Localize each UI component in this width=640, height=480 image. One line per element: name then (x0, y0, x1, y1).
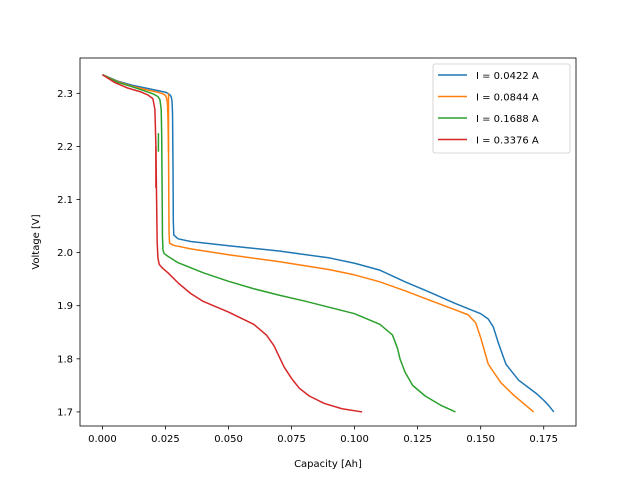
y-tick-label: 2.1 (57, 195, 73, 206)
y-axis-label: Voltage [V] (31, 214, 42, 269)
x-tick-label: 0.100 (340, 434, 369, 445)
series-line-2 (102, 74, 535, 413)
x-tick-label: 0.125 (403, 434, 432, 445)
x-tick-label: 0.150 (466, 434, 495, 445)
series-line-3 (102, 74, 456, 413)
y-tick-label: 2.0 (57, 248, 73, 259)
legend-box (432, 63, 571, 154)
y-tick-label: 2.3 (57, 89, 73, 100)
legend-label-2: I = 0.0844 A (476, 93, 539, 104)
x-axis-ticks: 0.000 0.025 0.050 0.075 0.100 0.125 0.150 0.175 (88, 426, 558, 445)
x-tick-label: 0.025 (151, 434, 180, 445)
legend: I = 0.0422 A I = 0.0844 A I = 0.1688 A I = … (432, 63, 571, 154)
y-tick-label: 1.7 (57, 407, 73, 418)
y-axis-ticks: 1.7 1.8 1.9 2.0 2.1 2.2 2.3 (57, 89, 80, 418)
legend-label-4: I = 0.3376 A (476, 136, 539, 147)
x-tick-label: 0.175 (529, 434, 558, 445)
x-axis-label: Capacity [Ah] (294, 459, 362, 470)
series-layer (102, 74, 555, 413)
series-line-1 (102, 74, 555, 413)
series-line-4 (102, 74, 363, 413)
y-tick-label: 1.9 (57, 301, 73, 312)
plot-frame (79, 57, 577, 427)
x-tick-label: 0.075 (277, 434, 306, 445)
x-tick-label: 0.050 (214, 434, 243, 445)
x-tick-label: 0.000 (88, 434, 117, 445)
y-tick-label: 2.2 (57, 142, 73, 153)
y-tick-label: 1.8 (57, 354, 73, 365)
legend-label-3: I = 0.1688 A (476, 114, 539, 125)
legend-label-1: I = 0.0422 A (476, 71, 539, 82)
